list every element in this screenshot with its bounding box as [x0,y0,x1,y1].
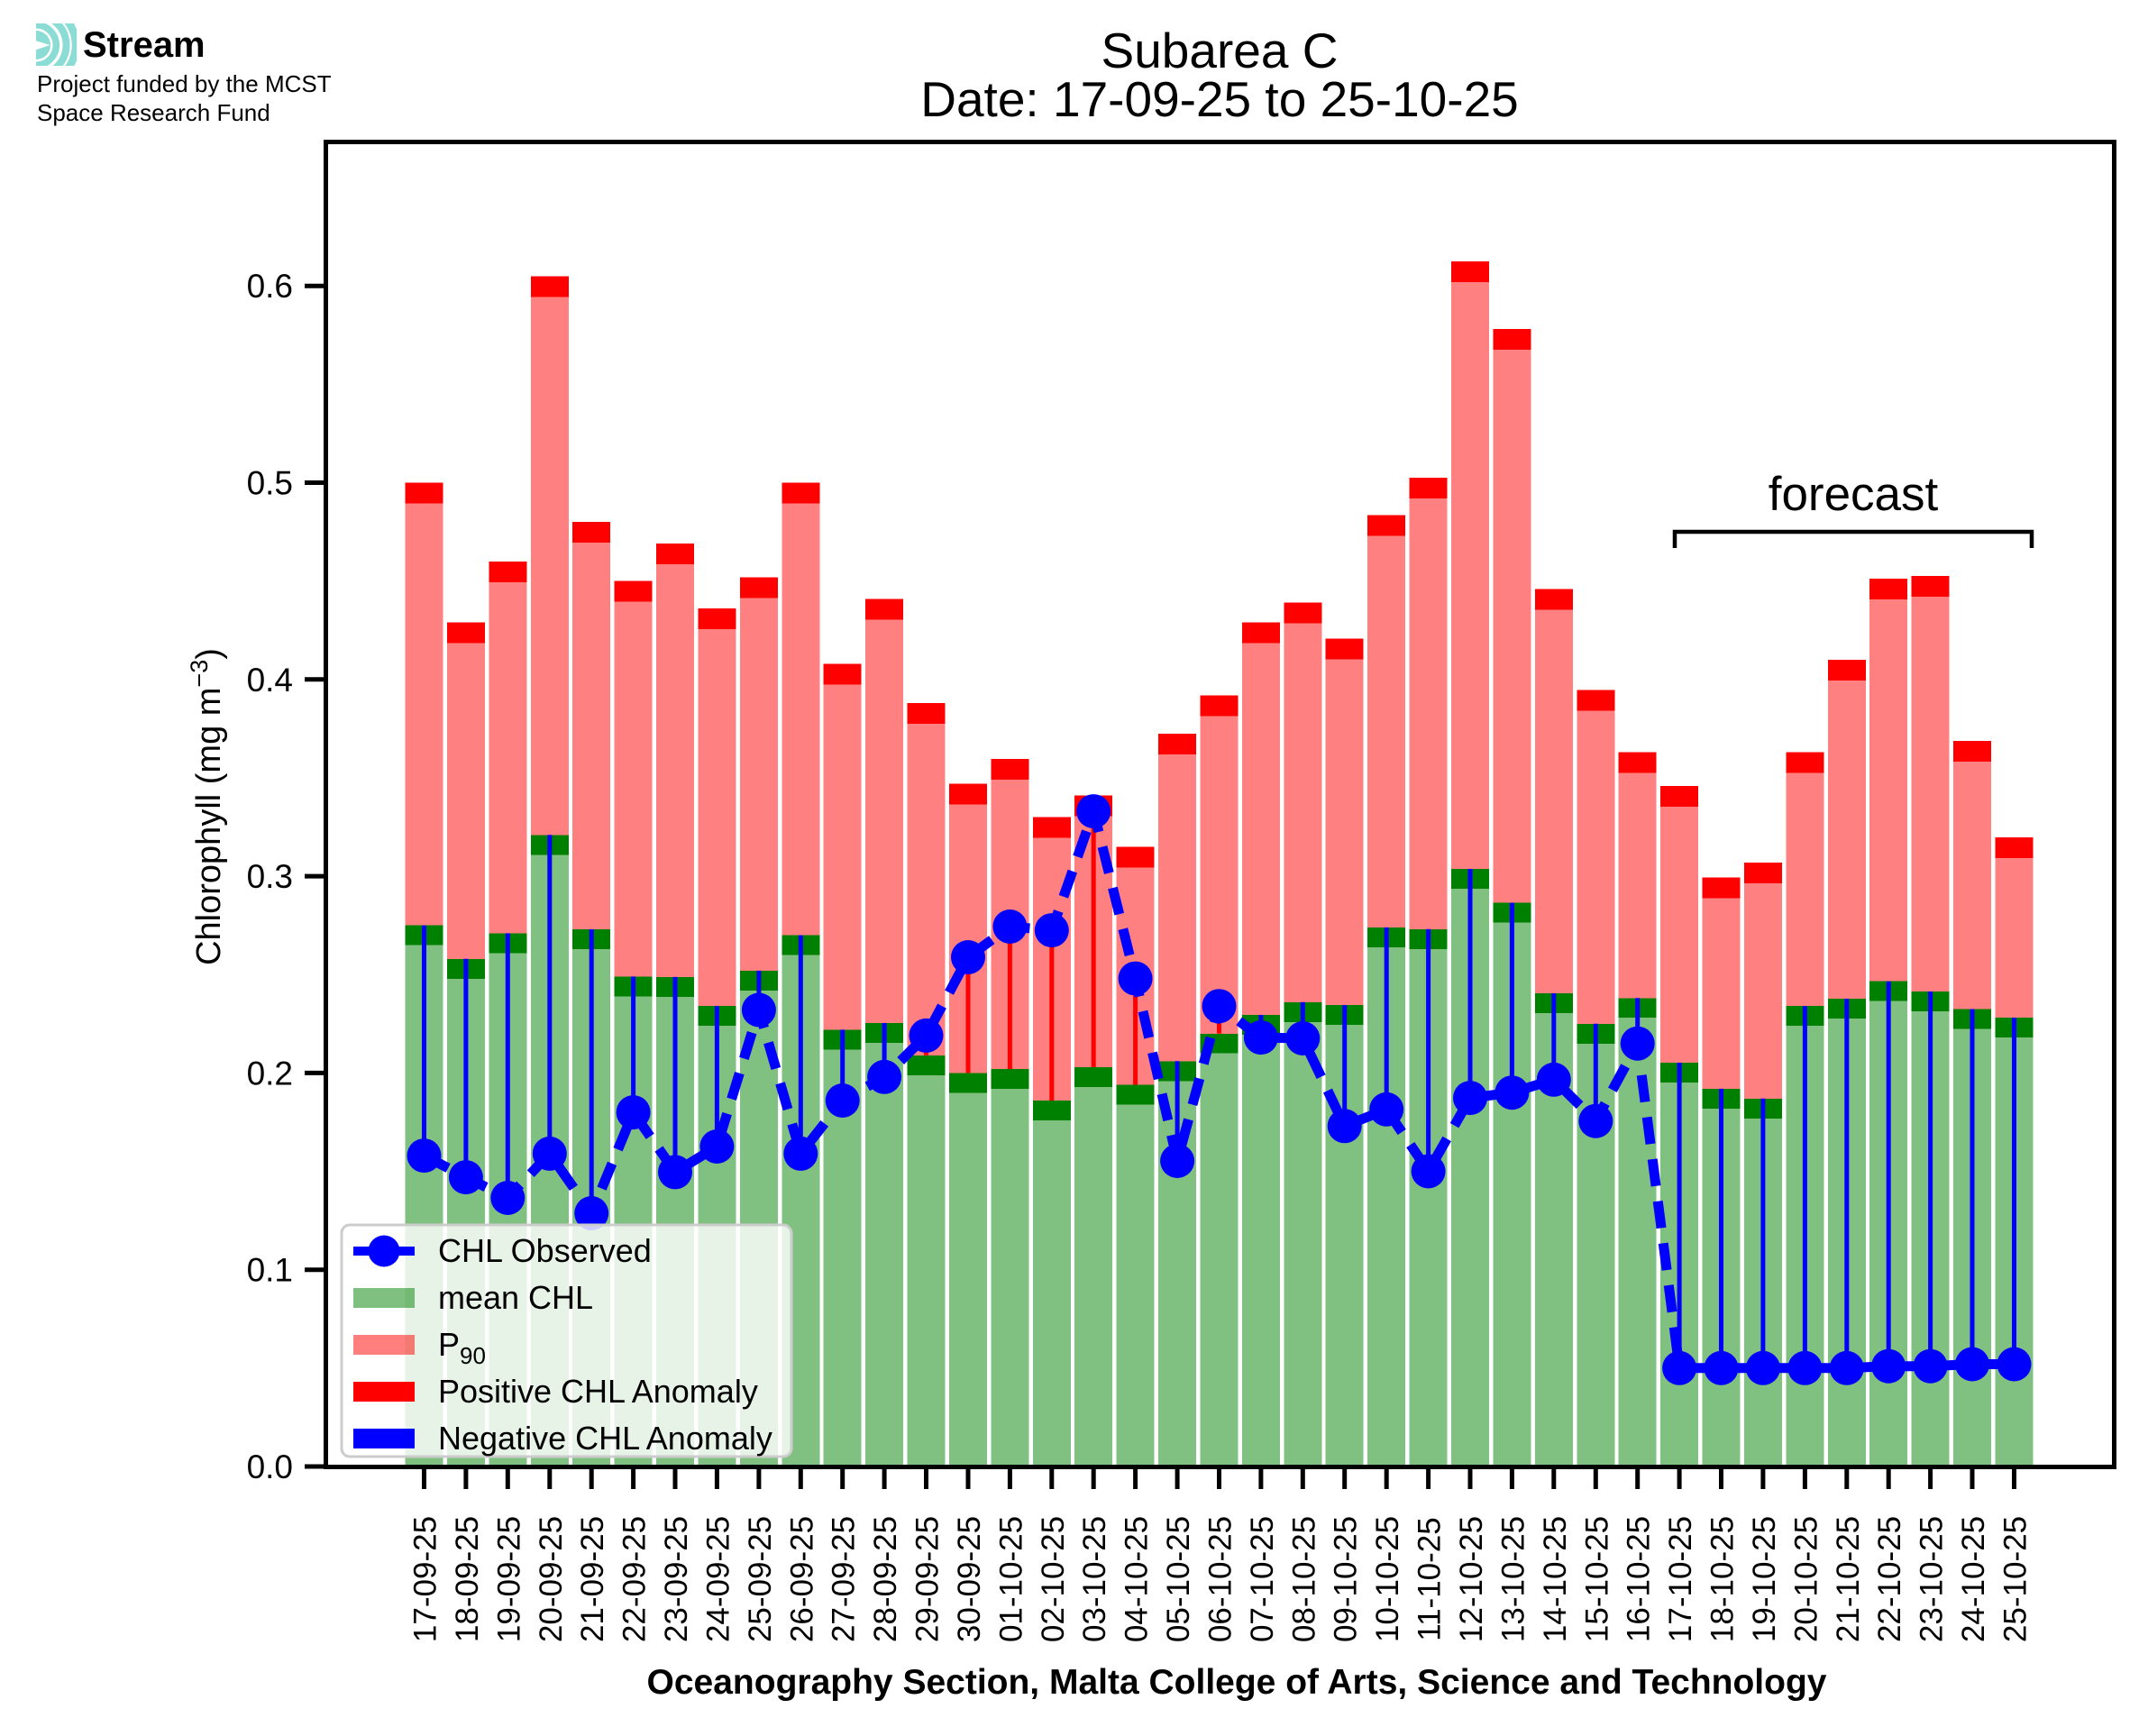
svg-text:18-10-25: 18-10-25 [1705,1516,1741,1642]
svg-text:23-10-25: 23-10-25 [1915,1516,1950,1642]
svg-text:Negative CHL Anomaly: Negative CHL Anomaly [438,1420,772,1457]
svg-text:20-09-25: 20-09-25 [534,1516,569,1642]
svg-text:01-10-25: 01-10-25 [993,1516,1028,1642]
svg-text:11-10-25: 11-10-25 [1412,1517,1448,1641]
svg-text:10-10-25: 10-10-25 [1370,1516,1405,1642]
svg-text:Stream: Stream [83,25,206,65]
svg-text:14-10-25: 14-10-25 [1538,1516,1573,1642]
svg-text:Chlorophyll (mg m−3): Chlorophyll (mg m−3) [186,648,228,965]
svg-text:19-09-25: 19-09-25 [491,1516,526,1642]
svg-text:25-09-25: 25-09-25 [743,1516,778,1642]
svg-text:Positive CHL Anomaly: Positive CHL Anomaly [438,1373,758,1410]
svg-text:04-10-25: 04-10-25 [1120,1516,1155,1642]
svg-text:12-10-25: 12-10-25 [1454,1516,1489,1642]
svg-text:Subarea C: Subarea C [1101,23,1339,78]
svg-text:21-10-25: 21-10-25 [1831,1516,1866,1642]
svg-text:29-09-25: 29-09-25 [910,1516,946,1642]
svg-text:07-10-25: 07-10-25 [1245,1516,1280,1642]
svg-text:09-10-25: 09-10-25 [1329,1516,1364,1642]
svg-text:CHL Observed: CHL Observed [438,1232,652,1269]
svg-text:08-10-25: 08-10-25 [1286,1516,1321,1642]
svg-text:mean CHL: mean CHL [438,1279,593,1316]
svg-text:Project funded by the MCST: Project funded by the MCST [37,70,332,97]
svg-text:Space Research Fund: Space Research Fund [37,99,270,126]
svg-text:24-10-25: 24-10-25 [1956,1516,1991,1642]
svg-text:22-10-25: 22-10-25 [1872,1516,1907,1642]
svg-text:24-09-25: 24-09-25 [700,1516,736,1642]
svg-text:25-10-25: 25-10-25 [1998,1516,2034,1642]
svg-text:06-10-25: 06-10-25 [1203,1516,1239,1642]
svg-text:18-09-25: 18-09-25 [450,1516,485,1642]
svg-text:22-09-25: 22-09-25 [617,1516,653,1642]
svg-text:20-10-25: 20-10-25 [1788,1516,1824,1642]
svg-text:17-09-25: 17-09-25 [408,1516,443,1642]
svg-text:23-09-25: 23-09-25 [659,1516,694,1642]
svg-text:03-10-25: 03-10-25 [1077,1516,1112,1642]
svg-text:0.6: 0.6 [247,268,293,305]
svg-text:forecast: forecast [1769,468,1939,521]
svg-text:30-09-25: 30-09-25 [952,1516,987,1642]
svg-text:0.0: 0.0 [247,1448,293,1485]
svg-text:21-09-25: 21-09-25 [575,1516,610,1642]
svg-text:28-09-25: 28-09-25 [868,1516,903,1642]
svg-text:0.1: 0.1 [247,1252,293,1289]
svg-text:Date: 17-09-25 to 25-10-25: Date: 17-09-25 to 25-10-25 [920,71,1519,127]
svg-text:0.2: 0.2 [247,1055,293,1092]
svg-text:05-10-25: 05-10-25 [1161,1516,1196,1642]
svg-text:17-10-25: 17-10-25 [1663,1516,1698,1642]
svg-text:Oceanography Section, Malta Co: Oceanography Section, Malta College of A… [647,1663,1827,1702]
svg-text:27-09-25: 27-09-25 [827,1516,862,1642]
svg-text:26-09-25: 26-09-25 [784,1516,819,1642]
svg-text:16-10-25: 16-10-25 [1622,1516,1657,1642]
svg-text:19-10-25: 19-10-25 [1747,1516,1782,1642]
svg-text:0.4: 0.4 [247,662,293,699]
svg-text:15-10-25: 15-10-25 [1579,1516,1614,1642]
svg-text:13-10-25: 13-10-25 [1495,1516,1531,1642]
svg-text:0.5: 0.5 [247,465,293,502]
svg-text:0.3: 0.3 [247,858,293,895]
svg-text:02-10-25: 02-10-25 [1036,1516,1071,1642]
